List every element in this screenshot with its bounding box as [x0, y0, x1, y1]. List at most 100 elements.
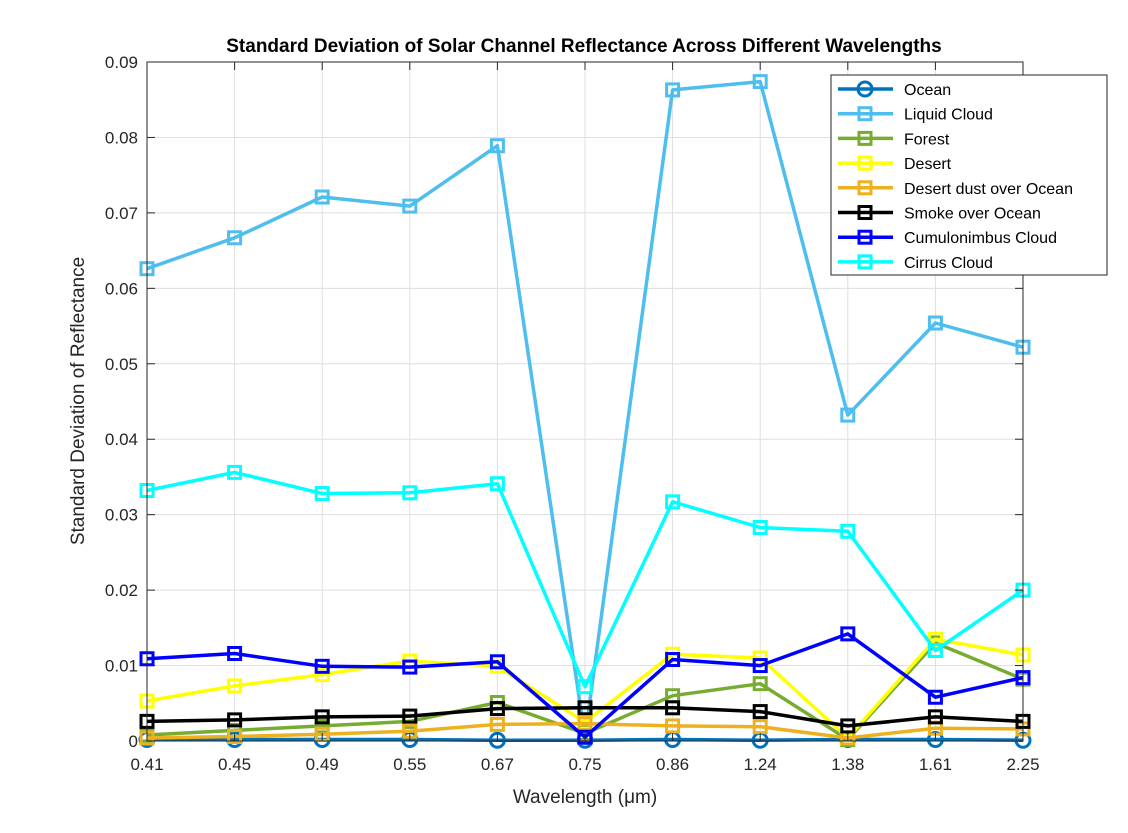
- data-point-cirrus-cloud: [402, 485, 418, 501]
- x-tick-label: 0.41: [130, 755, 163, 774]
- data-point-smoke-over-ocean: [665, 700, 681, 716]
- data-point-forest: [314, 718, 330, 734]
- data-point-desert-dust-over-ocean: [752, 719, 768, 735]
- legend-label: Desert: [904, 156, 952, 173]
- data-point-cumulonimbus-cloud: [752, 658, 768, 674]
- data-point-liquid-cloud: [227, 230, 243, 246]
- legend-marker: [857, 205, 873, 220]
- y-tick-label: 0.01: [105, 657, 138, 676]
- x-tick-label: 0.67: [481, 755, 514, 774]
- data-point-liquid-cloud: [752, 74, 768, 90]
- x-tick-label: 0.49: [306, 755, 339, 774]
- x-tick-label: 0.45: [218, 755, 251, 774]
- y-tick-label: 0.02: [105, 581, 138, 600]
- x-tick-label: 0.86: [656, 755, 689, 774]
- legend-marker: [856, 80, 874, 98]
- y-tick-label: 0.03: [105, 506, 138, 525]
- data-point-forest: [752, 676, 768, 692]
- x-tick-label: 2.25: [1006, 755, 1039, 774]
- data-point-cumulonimbus-cloud: [927, 689, 943, 705]
- data-point-smoke-over-ocean: [402, 708, 418, 724]
- legend-label: Cumulonimbus Cloud: [904, 230, 1057, 247]
- data-point-liquid-cloud: [402, 198, 418, 214]
- data-point-desert-dust-over-ocean: [577, 716, 593, 732]
- data-point-liquid-cloud: [927, 315, 943, 331]
- data-point-smoke-over-ocean: [489, 701, 505, 717]
- data-point-cirrus-cloud: [927, 642, 943, 658]
- data-point-ocean: [926, 730, 944, 748]
- data-point-smoke-over-ocean: [227, 712, 243, 728]
- data-point-smoke-over-ocean: [314, 709, 330, 725]
- y-tick-label: 0.08: [105, 128, 138, 147]
- chart-title: Standard Deviation of Solar Channel Refl…: [226, 36, 941, 57]
- x-tick-label: 0.75: [568, 755, 601, 774]
- data-point-cumulonimbus-cloud: [402, 659, 418, 675]
- data-point-desert: [314, 667, 330, 683]
- data-point-cumulonimbus-cloud: [314, 658, 330, 674]
- x-tick-label: 1.61: [919, 755, 952, 774]
- legend-label: Desert dust over Ocean: [904, 181, 1073, 198]
- series-smoke-over-ocean: [139, 700, 1031, 734]
- x-axis-label: Wavelength (μm): [513, 787, 657, 808]
- legend-item-desert: Desert: [838, 155, 952, 173]
- data-point-desert-dust-over-ocean: [489, 716, 505, 732]
- data-point-cirrus-cloud: [665, 494, 681, 510]
- y-tick-label: 0.09: [105, 53, 138, 72]
- legend-label: Liquid Cloud: [904, 107, 993, 124]
- data-point-liquid-cloud: [314, 189, 330, 205]
- data-point-cirrus-cloud: [840, 523, 856, 539]
- x-tick-label: 1.38: [831, 755, 864, 774]
- legend-label: Ocean: [904, 82, 951, 99]
- data-point-cirrus-cloud: [752, 519, 768, 535]
- data-point-desert: [227, 678, 243, 694]
- data-point-liquid-cloud: [489, 138, 505, 154]
- legend-item-forest: Forest: [838, 130, 950, 148]
- data-point-cumulonimbus-cloud: [665, 652, 681, 668]
- legend-label: Cirrus Cloud: [904, 255, 993, 272]
- legend-item-smoke-over-ocean: Smoke over Ocean: [838, 205, 1041, 223]
- legend-item-cirrus-cloud: Cirrus Cloud: [838, 254, 993, 272]
- legend-marker: [857, 229, 873, 245]
- legend-box: [830, 74, 1108, 276]
- data-point-cumulonimbus-cloud: [489, 654, 505, 670]
- data-point-smoke-over-ocean: [927, 709, 943, 725]
- y-tick-label: 0.06: [105, 279, 138, 298]
- series-line-cirrus-cloud: [146, 470, 1024, 689]
- legend-item-ocean: Ocean: [838, 80, 951, 99]
- legend-marker: [857, 130, 873, 146]
- legend-marker: [857, 180, 873, 196]
- y-tick-label: 0.07: [105, 204, 138, 223]
- data-point-cumulonimbus-cloud: [840, 626, 856, 642]
- x-tick-label: 0.55: [393, 755, 426, 774]
- data-point-desert-dust-over-ocean: [665, 718, 681, 734]
- data-point-cirrus-cloud: [577, 679, 593, 695]
- legend-label: Smoke over Ocean: [904, 206, 1041, 223]
- legend-marker: [857, 155, 873, 171]
- data-point-cirrus-cloud: [227, 464, 243, 480]
- data-point-liquid-cloud: [840, 407, 856, 423]
- legend-item-desert-dust-over-ocean: Desert dust over Ocean: [838, 180, 1073, 198]
- data-point-cirrus-cloud: [314, 486, 330, 502]
- data-point-cumulonimbus-cloud: [227, 645, 243, 661]
- legend-label: Forest: [904, 131, 950, 148]
- data-point-liquid-cloud: [665, 82, 681, 98]
- data-point-cirrus-cloud: [489, 476, 505, 492]
- x-axis-ticks: 0.41 0.45 0.49 0.55 0.67 0.75 0.86 1.24 1.38 1.61…: [130, 62, 1040, 774]
- series-desert-dust-over-ocean: [139, 716, 1031, 746]
- legend-item-liquid-cloud: Liquid Cloud: [838, 106, 993, 124]
- y-tick-label: 0.04: [105, 430, 138, 449]
- legend-marker: [857, 254, 873, 270]
- y-axis-ticks: 0 0.01 0.02 0.03 0.04 0.05 0.06 0.07 0.08 0.09: [105, 53, 1023, 751]
- series-line-smoke-over-ocean: [146, 706, 1024, 728]
- data-point-smoke-over-ocean: [840, 718, 856, 734]
- x-tick-label: 1.24: [744, 755, 777, 774]
- series-line-desert-dust-over-ocean: [146, 721, 1024, 740]
- legend-marker: [857, 106, 873, 122]
- data-point-cumulonimbus-cloud: [577, 729, 593, 745]
- data-point-desert-dust-over-ocean: [227, 728, 243, 744]
- data-point-smoke-over-ocean: [577, 700, 593, 716]
- y-tick-label: 0.05: [105, 355, 138, 374]
- legend-item-cumulonimbus-cloud: Cumulonimbus Cloud: [838, 229, 1057, 247]
- legend: Ocean Liquid Cloud Forest Desert Desert dust…: [830, 74, 1108, 276]
